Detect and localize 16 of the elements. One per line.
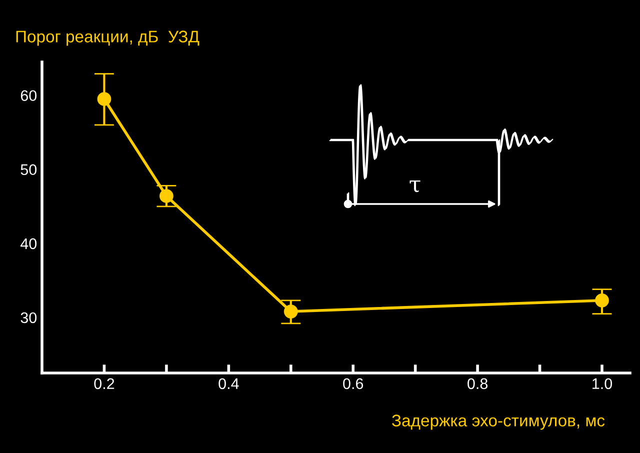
x-tick-label: 0.2 [94, 378, 114, 390]
point [97, 92, 112, 106]
point [160, 189, 174, 203]
y-tick-label: 50 [20, 164, 37, 176]
x-tick-label: 1.0 [592, 378, 612, 390]
x-tick-label: 0.4 [218, 378, 239, 390]
x-tick-label: 0.6 [343, 378, 364, 390]
point [595, 293, 609, 308]
y-tick-label: 30 [20, 312, 37, 324]
y-axis-title: Порог реакции, дБ УЗД [16, 30, 200, 46]
x-axis-title: Задержка эхо-стимулов, мс [392, 414, 605, 430]
annotation: τ [410, 180, 420, 192]
y-tick-label: 60 [20, 90, 37, 102]
y-tick-label: 40 [20, 238, 37, 250]
x-tick-label: 0.8 [468, 378, 488, 390]
point [284, 304, 298, 318]
